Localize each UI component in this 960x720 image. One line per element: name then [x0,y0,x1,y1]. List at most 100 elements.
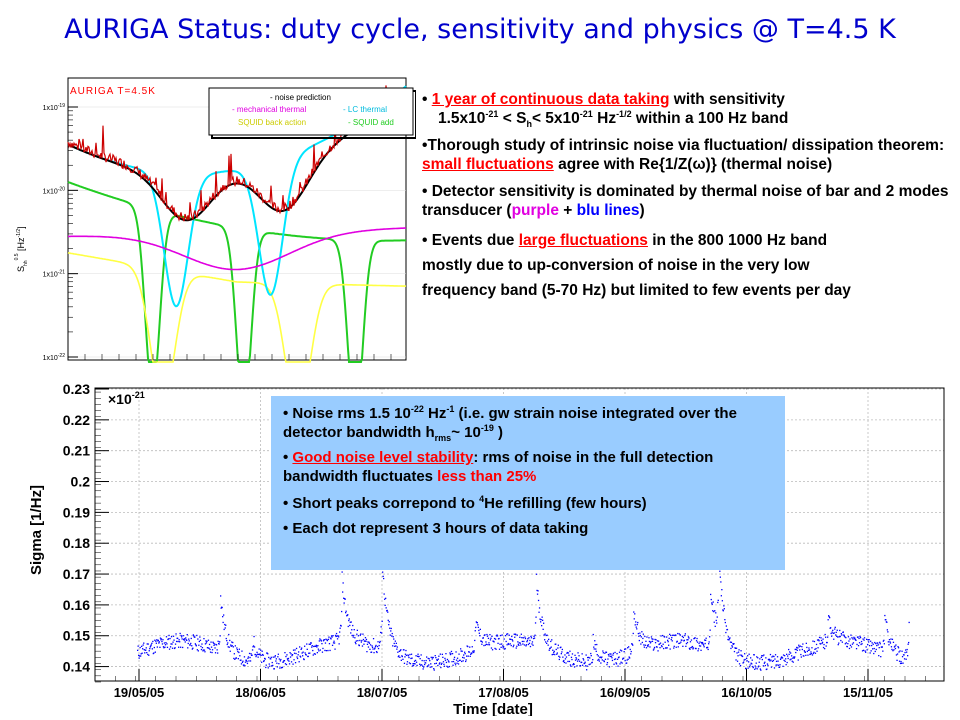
data-point [744,653,746,655]
data-point [316,652,318,654]
data-point [769,653,772,656]
data-point [881,646,883,648]
data-point [586,665,588,667]
data-point [356,633,358,635]
data-point [562,656,564,658]
data-point [609,653,611,655]
data-point [297,654,299,656]
data-point [728,639,730,641]
data-point [229,650,231,652]
data-point [576,660,579,662]
data-point [277,653,279,655]
data-point [223,628,225,631]
data-point [772,655,774,657]
data-point [880,656,882,658]
data-point [676,641,678,643]
data-point [843,635,845,637]
data-point [398,650,400,652]
data-point [723,608,725,610]
data-point [261,661,263,663]
data-point [892,650,894,652]
data-point [522,637,524,639]
data-point [616,658,619,660]
data-point [373,648,376,650]
data-point [779,658,782,660]
data-point [809,653,812,655]
data-point [445,661,448,664]
data-point [673,647,675,649]
data-point [774,654,777,656]
data-point [838,636,840,638]
data-point [570,665,572,667]
data-point [433,668,435,670]
data-point [315,645,317,647]
data-point [437,664,439,667]
data-point [686,639,688,641]
data-point [860,643,862,646]
data-point [848,647,851,650]
data-point [595,650,597,652]
data-point [536,589,538,592]
data-point [250,653,252,655]
data-point [371,646,374,648]
data-point [606,662,609,664]
data-point [628,656,630,658]
data-point [575,658,578,660]
noise-callout-box: • Noise rms 1.5 10-22 Hz-1 (i.e. gw stra… [271,396,785,570]
data-point [228,646,230,648]
data-point [769,660,771,662]
data-point [720,595,722,597]
data-point [838,642,840,644]
data-point [872,648,874,650]
data-point [784,660,786,662]
data-point [747,667,749,669]
data-point [878,655,880,657]
data-point [220,607,222,609]
data-point [608,655,610,657]
data-point [146,643,148,645]
data-point [852,638,854,640]
data-point [611,659,614,662]
data-point [509,638,511,640]
data-point [516,634,518,636]
data-point [444,659,447,661]
data-point [544,633,546,635]
data-point [407,655,410,657]
data-point [690,639,693,641]
data-point [354,637,356,639]
data-point [474,630,476,632]
data-point [723,605,725,607]
data-point [614,658,617,660]
data-point [169,646,172,648]
data-point [213,643,216,645]
data-point [385,597,387,599]
data-point [537,590,539,592]
data-point [309,652,311,654]
data-point [908,621,910,624]
data-point [387,619,389,621]
data-point [163,642,166,644]
data-point [365,638,368,641]
data-point [480,640,482,642]
data-point [761,658,763,661]
data-point [637,621,639,624]
data-point [205,642,208,644]
data-point [531,643,533,645]
data-point [181,636,183,638]
data-point [717,599,719,601]
data-point [690,647,692,649]
data-point [621,650,623,652]
data-point [302,651,304,653]
data-point [301,647,303,649]
data-point [435,662,437,664]
data-point [488,642,490,644]
data-point [553,651,555,654]
data-point [237,650,239,653]
bullet-sensitivity: • Detector sensitivity is dominated by t… [422,183,949,219]
data-point [615,663,618,665]
spectrum-title: AURIGA T=4.5K [70,86,156,97]
data-point [395,645,397,647]
data-point [235,657,237,659]
data-point [294,649,296,651]
data-point [567,652,570,654]
